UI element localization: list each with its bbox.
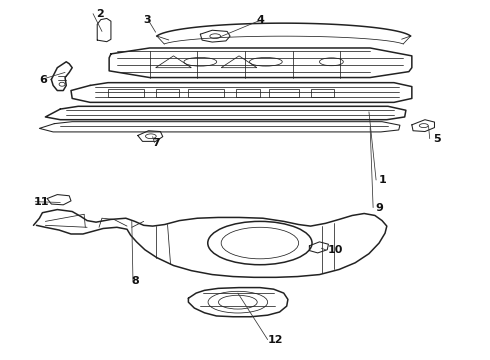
Text: 6: 6 bbox=[39, 75, 48, 85]
Text: 9: 9 bbox=[375, 203, 383, 213]
Text: 7: 7 bbox=[153, 138, 160, 148]
Text: 10: 10 bbox=[327, 245, 343, 255]
Text: 3: 3 bbox=[144, 15, 151, 26]
Text: 12: 12 bbox=[268, 334, 283, 345]
Text: 1: 1 bbox=[379, 175, 387, 185]
Text: 4: 4 bbox=[257, 15, 265, 26]
Text: 11: 11 bbox=[33, 197, 49, 207]
Text: 5: 5 bbox=[433, 134, 441, 144]
Text: 2: 2 bbox=[96, 9, 104, 19]
Text: 8: 8 bbox=[132, 276, 140, 286]
